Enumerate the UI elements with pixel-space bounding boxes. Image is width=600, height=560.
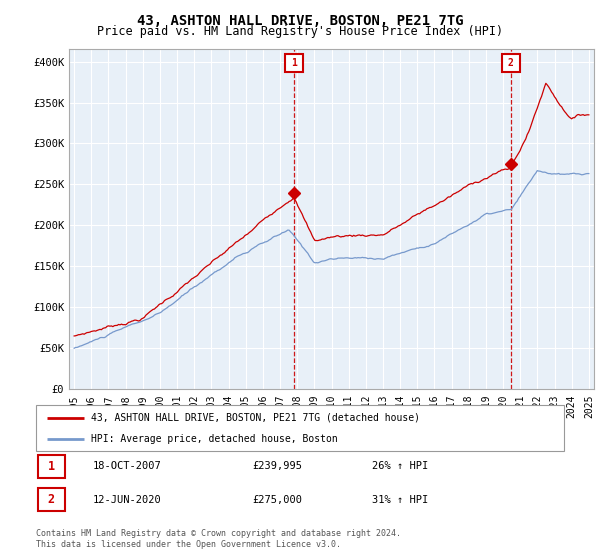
Text: 31% ↑ HPI: 31% ↑ HPI <box>372 495 428 505</box>
Text: 2: 2 <box>508 58 514 68</box>
Text: 18-OCT-2007: 18-OCT-2007 <box>93 461 162 471</box>
Text: 1: 1 <box>47 460 55 473</box>
Text: 12-JUN-2020: 12-JUN-2020 <box>93 495 162 505</box>
Text: £275,000: £275,000 <box>252 495 302 505</box>
Text: 26% ↑ HPI: 26% ↑ HPI <box>372 461 428 471</box>
Text: Contains HM Land Registry data © Crown copyright and database right 2024.
This d: Contains HM Land Registry data © Crown c… <box>36 529 401 549</box>
Text: £239,995: £239,995 <box>252 461 302 471</box>
Text: HPI: Average price, detached house, Boston: HPI: Average price, detached house, Bost… <box>91 435 338 444</box>
Text: 43, ASHTON HALL DRIVE, BOSTON, PE21 7TG: 43, ASHTON HALL DRIVE, BOSTON, PE21 7TG <box>137 14 463 28</box>
FancyBboxPatch shape <box>37 488 65 511</box>
Text: 43, ASHTON HALL DRIVE, BOSTON, PE21 7TG (detached house): 43, ASHTON HALL DRIVE, BOSTON, PE21 7TG … <box>91 413 421 423</box>
FancyBboxPatch shape <box>37 455 65 478</box>
FancyBboxPatch shape <box>36 405 564 451</box>
Text: Price paid vs. HM Land Registry's House Price Index (HPI): Price paid vs. HM Land Registry's House … <box>97 25 503 38</box>
Text: 1: 1 <box>291 58 296 68</box>
Text: 2: 2 <box>47 493 55 506</box>
